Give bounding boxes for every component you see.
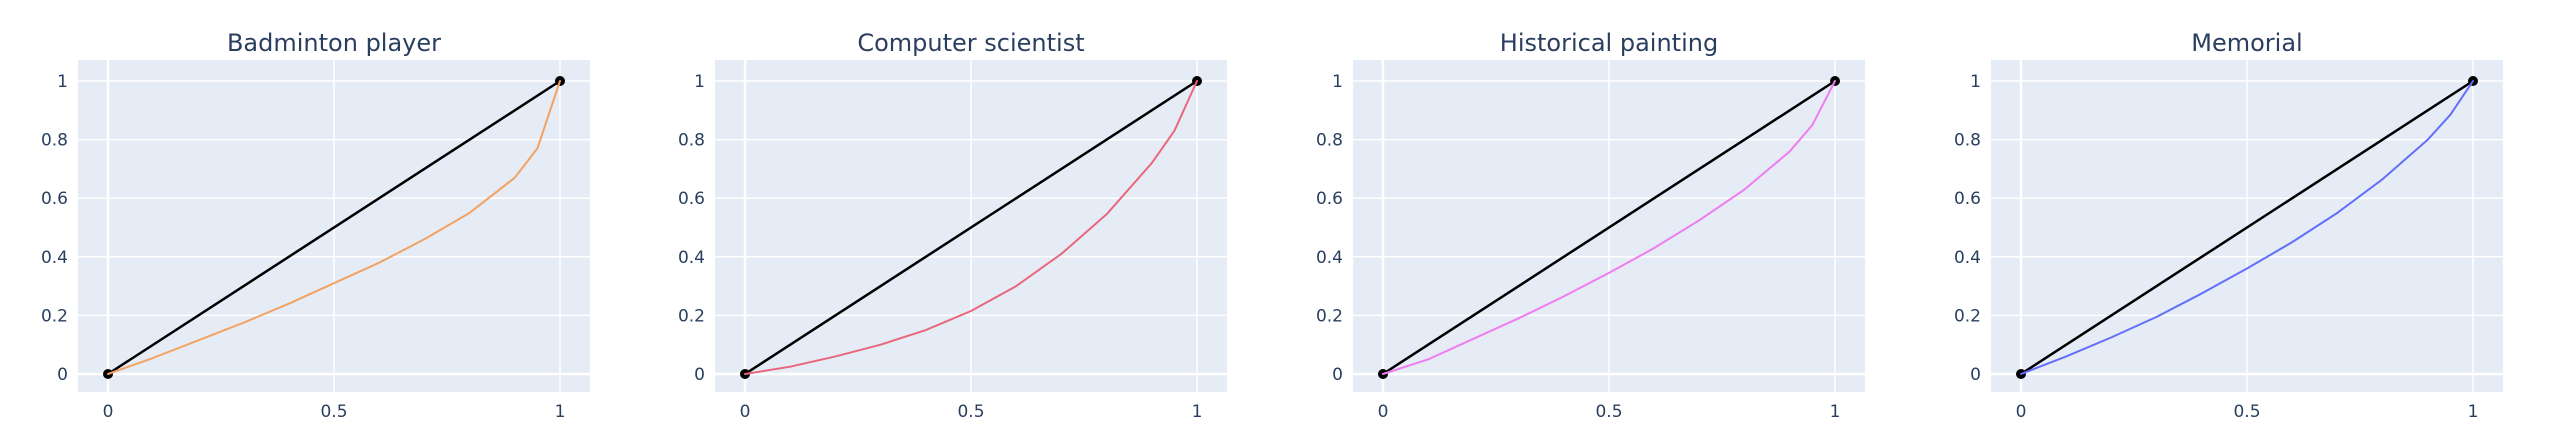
y-tick-label: 0.8 bbox=[41, 131, 68, 151]
y-tick-label: 0.4 bbox=[1316, 248, 1343, 268]
x-tick-label: 1 bbox=[1830, 402, 1841, 422]
x-tick-label: 0 bbox=[1378, 402, 1389, 422]
y-tick-label: 0.6 bbox=[41, 189, 68, 209]
reference-line bbox=[743, 79, 1199, 376]
y-tick-label: 0 bbox=[57, 365, 68, 385]
y-tick-label: 0.6 bbox=[1954, 189, 1981, 209]
y-tick-label: 0.8 bbox=[678, 131, 705, 151]
x-tick-label: 0.5 bbox=[1595, 402, 1622, 422]
x-tick-label: 0 bbox=[103, 402, 114, 422]
x-tick-label: 0 bbox=[740, 402, 751, 422]
x-tick-label: 0 bbox=[2016, 402, 2027, 422]
reference-line bbox=[1381, 79, 1837, 376]
series-line bbox=[1382, 80, 1836, 375]
y-tick-label: 0.2 bbox=[41, 306, 68, 326]
y-tick-label: 1 bbox=[694, 72, 705, 92]
chart-title: Memorial bbox=[2191, 29, 2302, 57]
y-tick-label: 0 bbox=[694, 365, 705, 385]
series-line bbox=[2020, 80, 2474, 375]
y-tick-label: 0.4 bbox=[41, 248, 68, 268]
subplot-2: Historical painting 0 0.5 1 0 0.2 0.4 0.6 0.8 1 bbox=[1316, 29, 1865, 422]
y-tick-label: 1 bbox=[57, 72, 68, 92]
chart-title: Computer scientist bbox=[857, 29, 1084, 57]
chart-title: Historical painting bbox=[1500, 29, 1718, 57]
y-tick-label: 1 bbox=[1970, 72, 1981, 92]
y-tick-label: 1 bbox=[1332, 72, 1343, 92]
y-tick-label: 0.6 bbox=[678, 189, 705, 209]
reference-line bbox=[106, 79, 562, 376]
x-tick-label: 0.5 bbox=[957, 402, 984, 422]
y-tick-label: 0.2 bbox=[678, 306, 705, 326]
subplot-1: Computer scientist 0 0.5 1 0 0.2 0.4 0.6 0.8 1 bbox=[678, 29, 1227, 422]
y-tick-label: 0.8 bbox=[1954, 131, 1981, 151]
x-tick-label: 0.5 bbox=[2233, 402, 2260, 422]
x-tick-label: 1 bbox=[1192, 402, 1203, 422]
x-tick-label: 1 bbox=[2468, 402, 2479, 422]
y-tick-label: 0 bbox=[1332, 365, 1343, 385]
subplot-3: Memorial 0 0.5 1 0 0.2 0.4 0.6 0.8 1 bbox=[1954, 29, 2503, 422]
x-tick-label: 1 bbox=[555, 402, 566, 422]
subplot-0: Badminton player 0 0.5 1 0 0.2 0.4 0.6 0.8 1 bbox=[41, 29, 590, 422]
y-tick-label: 0.4 bbox=[678, 248, 705, 268]
series-line bbox=[744, 80, 1198, 375]
y-tick-label: 0 bbox=[1970, 365, 1981, 385]
y-tick-label: 0.4 bbox=[1954, 248, 1981, 268]
y-tick-label: 0.2 bbox=[1954, 306, 1981, 326]
y-tick-label: 0.8 bbox=[1316, 131, 1343, 151]
reference-line bbox=[2019, 79, 2475, 376]
x-tick-label: 0.5 bbox=[320, 402, 347, 422]
chart-title: Badminton player bbox=[227, 29, 441, 57]
series-line bbox=[107, 80, 561, 375]
y-tick-label: 0.2 bbox=[1316, 306, 1343, 326]
y-tick-label: 0.6 bbox=[1316, 189, 1343, 209]
